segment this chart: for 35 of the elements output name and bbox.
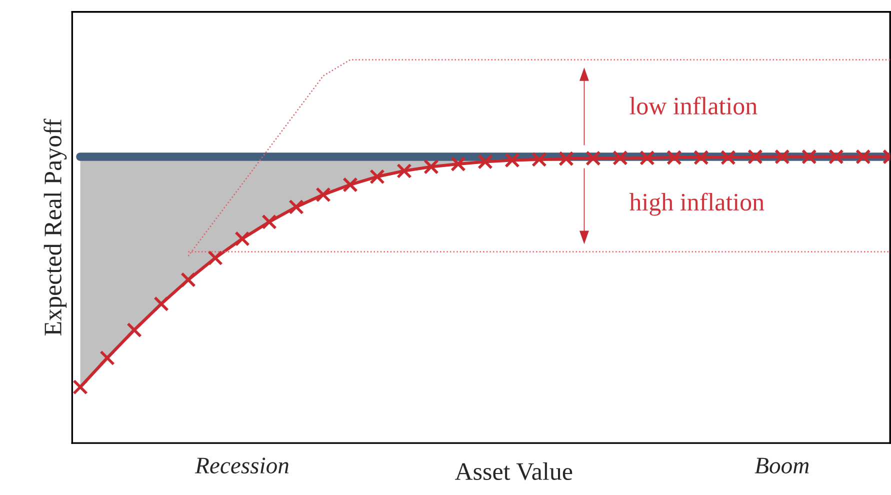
point: [666, 150, 682, 166]
annotation: high inflation: [629, 192, 764, 216]
point: [504, 152, 520, 168]
point: [316, 187, 331, 202]
point: [774, 149, 790, 164]
annotation: low inflation: [630, 96, 758, 115]
point: [180, 272, 196, 288]
point: [720, 150, 736, 166]
x-tick-label: Boom: [754, 458, 809, 474]
point: [801, 149, 817, 164]
x-axis-title: Asset Value: [454, 462, 572, 480]
point: [100, 350, 115, 366]
point: [478, 154, 493, 170]
point: [612, 150, 628, 166]
point: [262, 214, 277, 230]
point: [640, 150, 655, 166]
point: [558, 151, 574, 166]
y-axis-title: Expected Real Payoff: [44, 118, 67, 336]
point: [234, 231, 250, 246]
point: [586, 150, 601, 166]
x-tick-label: Recession: [194, 458, 288, 474]
point: [342, 177, 358, 192]
point: [126, 322, 142, 338]
point: [370, 169, 385, 184]
point: [288, 199, 304, 215]
point: [532, 152, 547, 168]
point: [694, 150, 709, 166]
point: [396, 163, 412, 179]
point: [72, 379, 88, 395]
point: [747, 149, 763, 164]
point: [450, 156, 466, 172]
point: [855, 149, 871, 164]
point: [828, 149, 844, 164]
point: [424, 159, 439, 174]
point: [154, 296, 169, 312]
